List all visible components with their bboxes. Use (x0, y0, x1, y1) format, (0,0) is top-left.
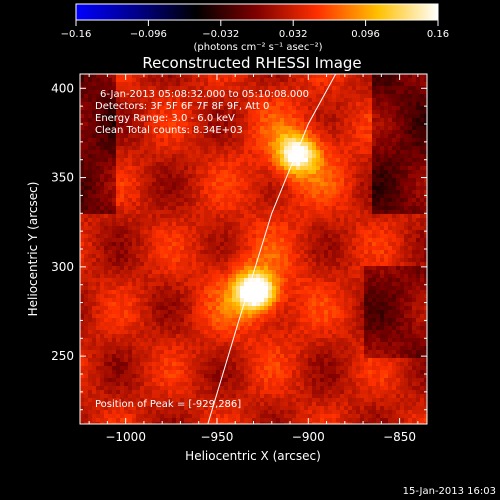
info-text-block: 6-Jan-2013 05:08:32.000 to 05:10:08.000D… (95, 89, 309, 136)
colorbar-tick-label: −0.096 (130, 29, 167, 40)
colorbar-ticks: −0.16 −0.096 −0.032 0.032 0.096 0.16 (61, 20, 449, 40)
colorbar-tick-label: 0.096 (351, 29, 380, 40)
y-tick-label: 300 (51, 260, 74, 274)
x-tick-label: −850 (383, 430, 416, 444)
info-line: Clean Total counts: 8.34E+03 (95, 125, 243, 136)
colorbar-tick-label: 0.032 (279, 29, 308, 40)
colorbar (75, 3, 439, 21)
y-tick-label: 250 (51, 349, 74, 363)
x-tick-label: −1000 (105, 430, 146, 444)
solar-limb-curve (207, 74, 337, 424)
y-axis-label: Heliocentric Y (arcsec) (26, 182, 40, 317)
y-tick-label: 350 (51, 171, 74, 185)
footer-date: 15-Jan-2013 16:03 (403, 486, 496, 497)
x-tick-label: −950 (200, 430, 233, 444)
colorbar-tick-label: 0.16 (427, 29, 449, 40)
colorbar-unit-label: (photons cm⁻² s⁻¹ asec⁻²) (193, 42, 322, 53)
colorbar-tick-label: −0.032 (202, 29, 239, 40)
chart-title: Reconstructed RHESSI Image (142, 54, 361, 72)
x-axis-label: Heliocentric X (arcsec) (185, 449, 321, 463)
peak-position-label: Position of Peak = [-929,286] (95, 399, 241, 410)
info-line: 6-Jan-2013 05:08:32.000 to 05:10:08.000 (100, 89, 309, 100)
colorbar-tick-label: −0.16 (61, 29, 92, 40)
heatmap-image (80, 74, 427, 424)
y-tick-label: 400 (51, 81, 74, 95)
axes-ticks: −1000 −950 −900 −850 250 300 350 400 (51, 74, 427, 444)
x-tick-label: −900 (292, 430, 325, 444)
info-line: Detectors: 3F 5F 6F 7F 8F 9F, Att 0 (95, 101, 269, 112)
info-line: Energy Range: 3.0 - 6.0 keV (95, 113, 235, 124)
